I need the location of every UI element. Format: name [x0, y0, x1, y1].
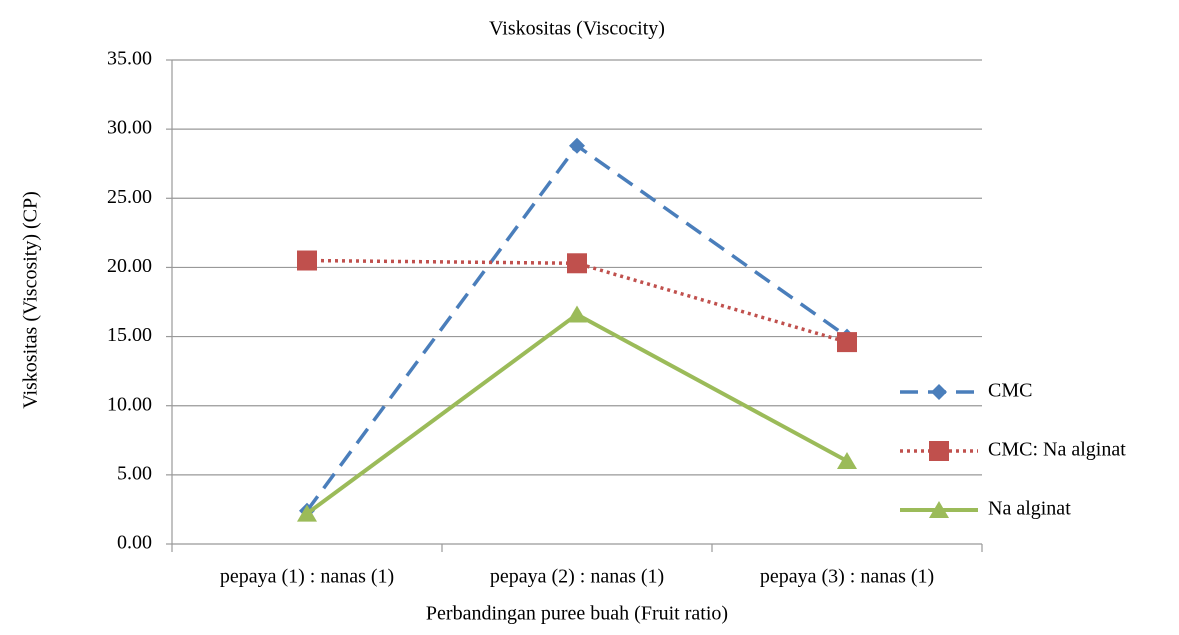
y-tick-label: 0.00 [117, 532, 152, 554]
series-line [305, 312, 848, 516]
marker [837, 452, 857, 470]
y-tick-label: 20.00 [107, 255, 152, 277]
marker [569, 137, 585, 154]
y-tick-label: 25.00 [107, 186, 152, 208]
legend-label: CMC: Na alginat [988, 439, 1126, 461]
y-tick-label: 5.00 [117, 462, 152, 484]
x-tick-label: pepaya (3) : nanas (1) [760, 566, 934, 588]
y-tick-label: 30.00 [107, 117, 152, 139]
marker [297, 250, 317, 271]
y-tick-label: 15.00 [107, 324, 152, 346]
legend-label: CMC [988, 380, 1032, 402]
x-axis-label: Perbandingan puree buah (Fruit ratio) [426, 603, 728, 625]
x-tick-label: pepaya (1) : nanas (1) [220, 566, 394, 588]
series-line [306, 258, 848, 344]
chart-title: Viskositas (Viscocity) [489, 18, 665, 40]
legend-label: Na alginat [988, 498, 1071, 520]
marker [567, 253, 587, 274]
marker [929, 501, 949, 518]
marker [931, 384, 947, 400]
y-tick-label: 35.00 [107, 48, 152, 70]
y-tick-label: 10.00 [107, 393, 152, 415]
marker [837, 332, 857, 353]
marker [567, 305, 587, 323]
marker [929, 441, 949, 461]
y-axis-label: Viskositas (Viscosity) (CP) [20, 191, 42, 409]
x-tick-label: pepaya (2) : nanas (1) [490, 566, 664, 588]
marker [297, 504, 317, 522]
